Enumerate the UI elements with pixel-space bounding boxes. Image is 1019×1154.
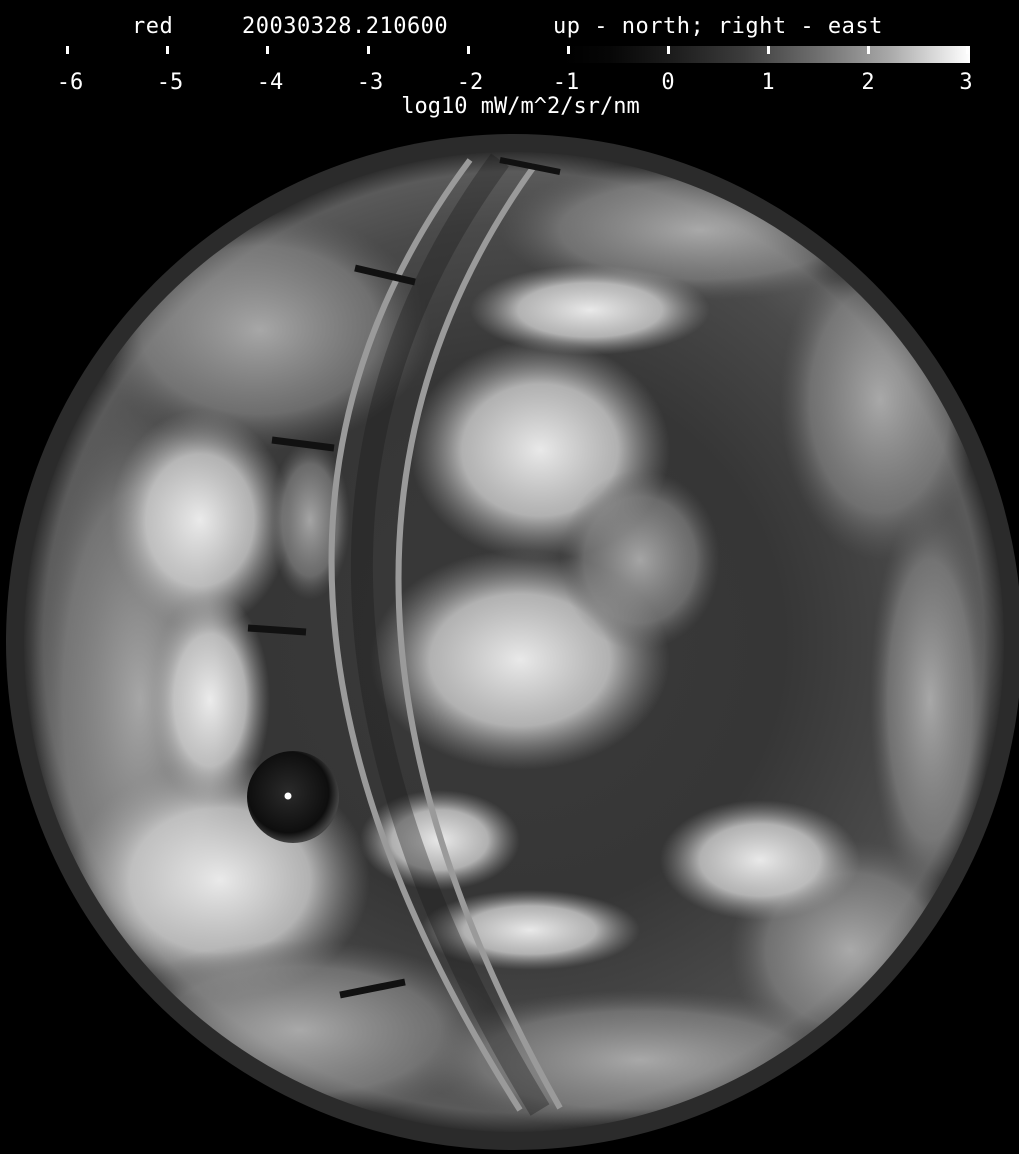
tick-mark [767, 46, 770, 54]
tick-label: 3 [959, 70, 973, 95]
tick-label: -3 [356, 70, 384, 95]
tick-label: -5 [156, 70, 184, 95]
tick-label: 0 [661, 70, 675, 95]
shadowband-arc [247, 153, 563, 1116]
tick-label: -2 [456, 70, 484, 95]
sun-occulter-ball [247, 751, 339, 843]
tick-mark [367, 46, 370, 54]
tick-mark [467, 46, 470, 54]
tick-label: -6 [56, 70, 84, 95]
colorbar-gradient [67, 46, 970, 63]
tick-label: -4 [256, 70, 284, 95]
unit-label: log10 mW/m^2/sr/nm [401, 94, 640, 119]
tick-mark [567, 46, 570, 54]
timestamp-label: 20030328.210600 [242, 14, 449, 39]
tick-mark [166, 46, 169, 54]
tick-mark [867, 46, 870, 54]
tick-label: 1 [761, 70, 775, 95]
tick-mark [266, 46, 269, 54]
tick-mark [66, 46, 69, 54]
tick-label: -1 [552, 70, 580, 95]
orientation-label: up - north; right - east [553, 14, 883, 39]
tick-mark [966, 46, 969, 54]
channel-label: red [132, 14, 174, 39]
colorbar [67, 46, 970, 63]
tick-mark [667, 46, 670, 54]
tick-label: 2 [861, 70, 875, 95]
